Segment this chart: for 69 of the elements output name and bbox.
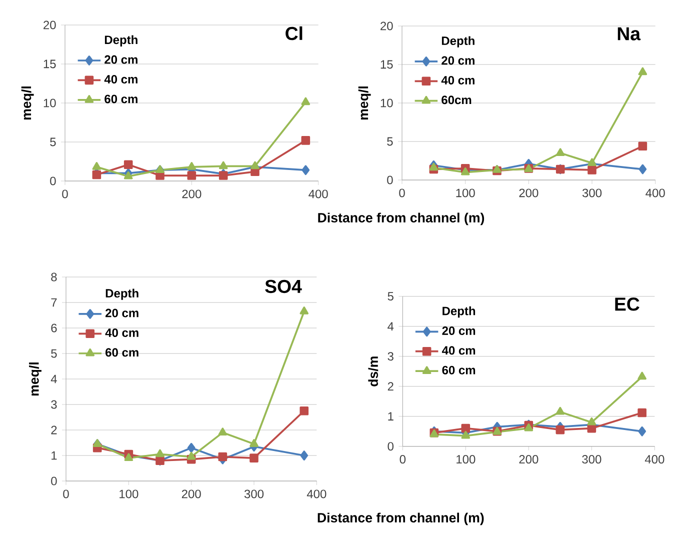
y-tick-label: 5	[387, 137, 393, 146]
y-axis-title: meq/l	[21, 86, 34, 120]
x-tick-label: 300	[582, 455, 602, 464]
legend-title: Depth	[106, 288, 138, 300]
chart-title: SO4	[265, 280, 302, 294]
chart-title: Cl	[286, 26, 302, 40]
x-tick-label: 300	[244, 490, 264, 498]
y-axis-title: meq/l	[29, 362, 42, 396]
chart-title: EC	[615, 298, 640, 311]
y-axis-title: meq/l	[358, 86, 371, 120]
y-tick-label: 2	[388, 382, 394, 391]
y-tick-label: 3	[388, 352, 394, 361]
y-tick-label: 1	[388, 412, 394, 420]
y-tick-label: 7	[51, 298, 57, 307]
y-tick-label: 8	[51, 272, 57, 282]
y-tick-label: 10	[380, 98, 393, 108]
y-tick-label: 0	[387, 176, 393, 184]
x-tick-label: 200	[182, 190, 202, 198]
y-tick-label: 2	[51, 426, 57, 434]
y-tick-label: 5	[388, 292, 394, 301]
x-tick-label: 0	[63, 490, 69, 498]
x-tick-label: 100	[120, 490, 138, 498]
legend-label: 20 cm	[104, 55, 138, 64]
legend-label: 20 cm	[442, 56, 474, 65]
y-tick-label: 5	[50, 138, 56, 146]
y-tick-label: 1	[52, 451, 57, 460]
x-axis-title: Distance from channel (m)	[318, 212, 484, 226]
x-tick-label: 200	[519, 455, 538, 464]
legend-label: 60 cm	[104, 94, 138, 104]
legend-label: 60 cm	[442, 366, 476, 374]
y-tick-label: 5	[51, 349, 57, 358]
y-axis-title: ds/m	[368, 356, 378, 386]
x-axis-title: Distance from channel (m)	[318, 512, 484, 526]
x-tick-label: 400	[646, 188, 665, 198]
y-tick-label: 20	[380, 22, 393, 30]
y-tick-label: 10	[44, 98, 56, 108]
y-tick-label: 6	[51, 324, 57, 332]
x-tick-label: 200	[519, 188, 538, 198]
legend-label: 40 cm	[104, 75, 138, 84]
y-tick-label: 0	[51, 476, 57, 486]
y-tick-label: 0	[388, 442, 394, 451]
y-tick-label: 3	[51, 400, 57, 409]
x-tick-label: 400	[308, 190, 328, 198]
y-tick-label: 4	[388, 322, 394, 330]
legend-title: Depth	[104, 35, 138, 46]
x-tick-label: 100	[456, 188, 475, 198]
x-tick-label: 0	[400, 455, 406, 464]
legend-title: Depth	[442, 306, 476, 318]
legend-label: 40 cm	[442, 346, 476, 355]
x-tick-label: 100	[456, 455, 476, 464]
legend-label: 60cm	[442, 96, 472, 104]
x-tick-label: 0	[399, 188, 405, 198]
y-tick-label: 15	[380, 60, 393, 69]
legend-label: 20 cm	[106, 308, 138, 318]
chart-title: Na	[618, 27, 641, 40]
x-tick-label: 300	[582, 188, 602, 198]
legend-label: 60 cm	[106, 348, 138, 357]
x-tick-label: 400	[644, 455, 664, 464]
legend-label: 40 cm	[441, 76, 474, 84]
x-tick-label: 0	[62, 190, 68, 198]
x-tick-label: 200	[182, 490, 201, 498]
y-tick-label: 20	[44, 20, 56, 30]
y-tick-label: 15	[44, 60, 56, 68]
y-tick-label: 4	[50, 374, 57, 384]
x-tick-label: 400	[306, 490, 326, 498]
legend-label: 40 cm	[105, 328, 138, 337]
legend-label: 20 cm	[442, 326, 476, 335]
legend-title: Depth	[442, 36, 474, 48]
y-tick-label: 0	[50, 176, 56, 186]
